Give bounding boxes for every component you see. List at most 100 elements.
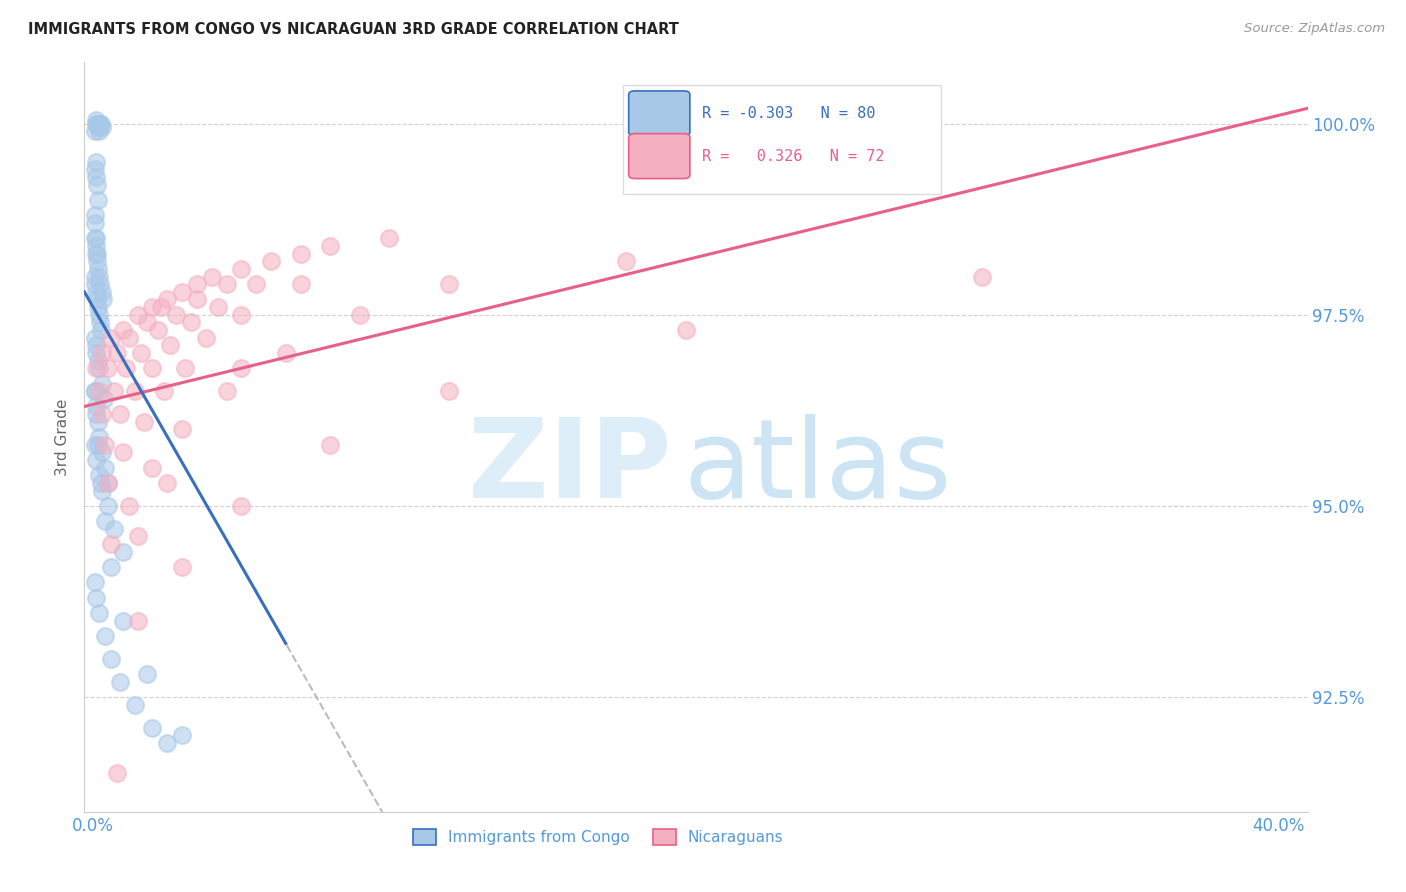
Point — [105, 766, 128, 780]
Point — [111, 323, 134, 337]
Point — [127, 529, 149, 543]
Point — [91, 483, 114, 498]
Point — [89, 277, 111, 292]
Point — [100, 537, 122, 551]
Point — [135, 315, 157, 329]
Point — [89, 315, 111, 329]
Point — [83, 575, 105, 590]
Point — [290, 246, 312, 260]
Point — [172, 422, 194, 436]
Point — [129, 346, 152, 360]
Point — [84, 154, 107, 169]
Point — [90, 376, 112, 391]
Point — [180, 315, 202, 329]
Point — [84, 453, 107, 467]
Point — [100, 652, 122, 666]
Point — [111, 445, 134, 459]
Point — [94, 629, 117, 643]
Point — [135, 667, 157, 681]
Point — [186, 277, 208, 292]
Point — [124, 384, 146, 399]
Point — [90, 117, 112, 131]
Text: atlas: atlas — [683, 414, 952, 521]
Point — [274, 346, 297, 360]
Point — [437, 384, 460, 399]
Point — [86, 246, 108, 260]
FancyBboxPatch shape — [628, 91, 690, 136]
Point — [84, 231, 107, 245]
Point — [437, 277, 460, 292]
Point — [87, 308, 110, 322]
Point — [84, 285, 107, 299]
Point — [172, 728, 194, 742]
Point — [103, 384, 125, 399]
Point — [141, 361, 163, 376]
Point — [215, 277, 238, 292]
Point — [105, 346, 128, 360]
Y-axis label: 3rd Grade: 3rd Grade — [55, 399, 70, 475]
Point — [675, 323, 697, 337]
Point — [111, 545, 134, 559]
Point — [86, 300, 108, 314]
Point — [89, 430, 111, 444]
Point — [89, 117, 111, 131]
Point — [124, 698, 146, 712]
Point — [156, 475, 179, 490]
Point — [83, 124, 105, 138]
Point — [349, 308, 371, 322]
Point — [83, 162, 105, 177]
Point — [86, 117, 108, 131]
Point — [83, 384, 105, 399]
Point — [114, 361, 136, 376]
Point — [90, 285, 112, 299]
Point — [84, 338, 107, 352]
Point — [91, 445, 114, 459]
Point — [89, 361, 111, 376]
Point — [172, 560, 194, 574]
Point — [86, 193, 108, 207]
Point — [84, 112, 107, 127]
Point — [86, 438, 108, 452]
Point — [118, 499, 141, 513]
Legend: Immigrants from Congo, Nicaraguans: Immigrants from Congo, Nicaraguans — [405, 822, 792, 853]
Point — [823, 124, 845, 138]
Point — [90, 120, 112, 135]
Point — [86, 293, 108, 307]
Point — [231, 261, 253, 276]
Point — [174, 361, 197, 376]
Point — [172, 285, 194, 299]
Point — [94, 460, 117, 475]
Point — [86, 178, 108, 192]
Point — [84, 246, 107, 260]
Point — [91, 293, 114, 307]
Point — [153, 384, 176, 399]
Point — [186, 293, 208, 307]
Point — [84, 277, 107, 292]
Point — [86, 353, 108, 368]
Point — [90, 475, 112, 490]
Point — [86, 254, 108, 268]
Point — [97, 361, 120, 376]
Point — [111, 614, 134, 628]
Point — [97, 475, 120, 490]
Text: R =   0.326   N = 72: R = 0.326 N = 72 — [702, 149, 884, 163]
Point — [89, 124, 111, 138]
Point — [93, 392, 115, 406]
Point — [159, 338, 181, 352]
Point — [97, 475, 120, 490]
Point — [614, 254, 637, 268]
Point — [108, 674, 131, 689]
Text: IMMIGRANTS FROM CONGO VS NICARAGUAN 3RD GRADE CORRELATION CHART: IMMIGRANTS FROM CONGO VS NICARAGUAN 3RD … — [28, 22, 679, 37]
Point — [319, 239, 342, 253]
FancyBboxPatch shape — [628, 134, 690, 178]
Point — [127, 614, 149, 628]
Point — [156, 293, 179, 307]
Point — [84, 400, 107, 414]
Point — [84, 361, 107, 376]
Point — [118, 331, 141, 345]
Point — [245, 277, 267, 292]
Point — [83, 231, 105, 245]
Point — [83, 384, 105, 399]
Text: ZIP: ZIP — [468, 414, 672, 521]
Point — [83, 208, 105, 222]
